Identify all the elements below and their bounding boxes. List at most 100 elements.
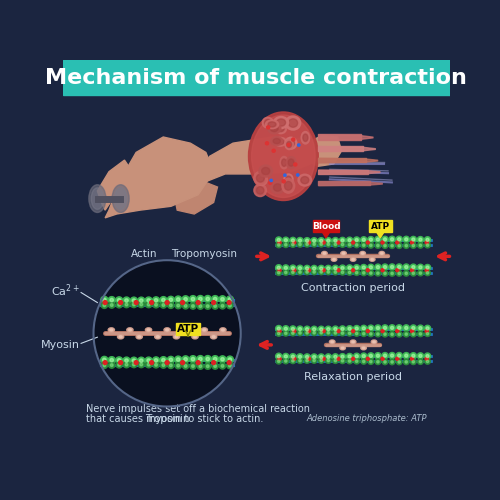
Circle shape <box>182 363 188 369</box>
Circle shape <box>284 271 287 274</box>
Circle shape <box>375 352 381 359</box>
Circle shape <box>340 330 345 336</box>
Ellipse shape <box>248 112 318 200</box>
Circle shape <box>418 325 424 332</box>
Ellipse shape <box>210 334 217 339</box>
Ellipse shape <box>284 174 293 184</box>
Circle shape <box>138 357 145 364</box>
Circle shape <box>153 302 159 308</box>
Circle shape <box>410 270 416 276</box>
Circle shape <box>418 242 423 248</box>
Circle shape <box>375 325 381 331</box>
Circle shape <box>368 353 374 359</box>
Circle shape <box>284 238 288 242</box>
Circle shape <box>398 272 400 274</box>
Circle shape <box>282 326 289 332</box>
Circle shape <box>382 352 388 358</box>
Circle shape <box>278 272 280 274</box>
Circle shape <box>116 297 122 304</box>
Ellipse shape <box>268 123 281 134</box>
Circle shape <box>370 332 372 335</box>
Circle shape <box>146 362 152 368</box>
Circle shape <box>348 355 351 358</box>
Circle shape <box>214 364 216 368</box>
Circle shape <box>382 270 388 276</box>
Circle shape <box>418 270 423 276</box>
Circle shape <box>313 270 316 273</box>
Circle shape <box>396 357 399 360</box>
Circle shape <box>341 355 344 358</box>
Ellipse shape <box>114 188 127 210</box>
Ellipse shape <box>350 258 356 262</box>
Circle shape <box>278 357 281 360</box>
Circle shape <box>214 358 217 361</box>
Circle shape <box>198 297 202 300</box>
Circle shape <box>368 325 374 332</box>
Circle shape <box>404 266 408 268</box>
Ellipse shape <box>301 132 310 144</box>
Ellipse shape <box>110 329 113 331</box>
Ellipse shape <box>259 165 272 177</box>
Circle shape <box>197 296 204 302</box>
Circle shape <box>384 326 386 330</box>
Circle shape <box>347 330 352 336</box>
Circle shape <box>361 331 366 336</box>
Circle shape <box>266 126 270 129</box>
Circle shape <box>419 272 422 274</box>
Circle shape <box>424 331 430 336</box>
Circle shape <box>389 352 395 358</box>
Circle shape <box>226 296 234 303</box>
Circle shape <box>384 238 386 241</box>
Circle shape <box>348 327 351 330</box>
Ellipse shape <box>341 252 346 255</box>
Circle shape <box>292 241 296 244</box>
Circle shape <box>160 356 167 364</box>
Ellipse shape <box>286 116 300 130</box>
Circle shape <box>375 270 380 276</box>
Circle shape <box>332 354 338 360</box>
Circle shape <box>340 358 345 364</box>
Circle shape <box>101 302 107 308</box>
Circle shape <box>284 360 287 362</box>
Circle shape <box>404 359 409 364</box>
Circle shape <box>277 327 280 330</box>
Circle shape <box>389 325 395 331</box>
Circle shape <box>426 272 429 274</box>
Circle shape <box>424 270 430 276</box>
Text: ATP: ATP <box>370 222 390 231</box>
Ellipse shape <box>352 258 354 260</box>
Circle shape <box>306 356 308 358</box>
Circle shape <box>360 236 367 243</box>
Ellipse shape <box>136 334 142 339</box>
Circle shape <box>132 299 136 302</box>
Circle shape <box>312 328 316 331</box>
Circle shape <box>424 326 430 332</box>
Text: Relaxation period: Relaxation period <box>304 372 402 382</box>
Bar <box>62 60 450 96</box>
Circle shape <box>298 144 300 146</box>
Circle shape <box>304 269 310 275</box>
Circle shape <box>398 238 400 241</box>
Ellipse shape <box>362 347 365 349</box>
Circle shape <box>130 297 138 304</box>
Circle shape <box>221 298 224 301</box>
Circle shape <box>296 174 299 176</box>
Circle shape <box>294 163 297 166</box>
Ellipse shape <box>276 119 285 126</box>
Circle shape <box>204 303 211 310</box>
Circle shape <box>318 358 324 364</box>
Circle shape <box>140 363 142 366</box>
Circle shape <box>419 332 422 335</box>
Circle shape <box>227 302 233 308</box>
Circle shape <box>298 267 302 270</box>
Circle shape <box>160 296 167 304</box>
Circle shape <box>398 360 400 363</box>
Ellipse shape <box>273 138 280 143</box>
Circle shape <box>191 298 194 301</box>
Circle shape <box>326 358 331 364</box>
Circle shape <box>418 331 423 336</box>
Circle shape <box>356 272 358 274</box>
Circle shape <box>313 243 316 246</box>
Circle shape <box>175 362 182 369</box>
Ellipse shape <box>271 182 284 194</box>
